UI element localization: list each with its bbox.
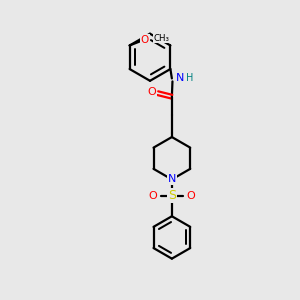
Text: N: N	[168, 174, 176, 184]
Text: CH₃: CH₃	[153, 34, 169, 43]
Text: O: O	[186, 190, 195, 201]
Text: S: S	[168, 189, 176, 202]
Text: N: N	[176, 73, 184, 83]
Text: H: H	[186, 73, 193, 83]
Text: O: O	[149, 190, 158, 201]
Text: O: O	[141, 34, 149, 45]
Text: O: O	[147, 87, 156, 97]
